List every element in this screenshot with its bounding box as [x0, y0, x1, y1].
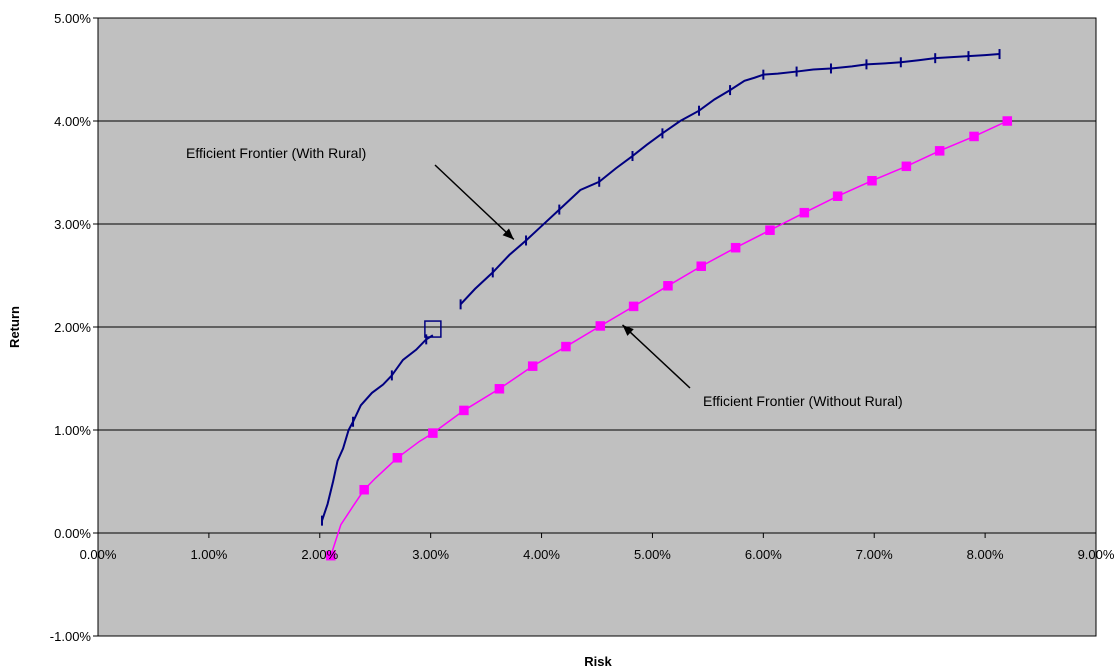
- y-tick-label: 2.00%: [54, 320, 91, 335]
- series-without-rural-marker: [628, 301, 639, 312]
- annotation-without-rural-label: Efficient Frontier (Without Rural): [703, 393, 903, 409]
- series-with-rural-highlight-marker: [424, 320, 442, 338]
- annotation-without-rural-arrow: [621, 324, 691, 389]
- series-without-rural-marker: [799, 207, 810, 218]
- x-tick-label: 5.00%: [634, 547, 671, 562]
- x-tick-label: 2.00%: [301, 547, 338, 562]
- annotation-with-rural-arrow: [434, 164, 515, 240]
- series-without-rural-marker: [527, 361, 538, 371]
- annotation-without-rural-arrow-head: [622, 324, 634, 336]
- x-tick-label: 9.00%: [1078, 547, 1115, 562]
- series-with-rural-line: [321, 334, 434, 521]
- y-tick-label: 4.00%: [54, 114, 91, 129]
- series-without-rural-marker: [459, 405, 469, 416]
- x-tick-label: 6.00%: [745, 547, 782, 562]
- series-without-rural-marker: [934, 146, 945, 156]
- series-without-rural-marker: [730, 242, 741, 253]
- x-axis-title: Risk: [584, 654, 612, 669]
- series-without-rural-marker: [326, 550, 336, 561]
- annotation-with-rural-arrow-head: [502, 228, 514, 240]
- x-tick-label: 3.00%: [412, 547, 449, 562]
- series-without-rural-marker: [867, 175, 877, 186]
- series-without-rural-marker: [428, 428, 438, 438]
- x-tick-label: 8.00%: [967, 547, 1004, 562]
- series-with-rural-line: [459, 53, 1000, 306]
- x-tick-label: 7.00%: [856, 547, 893, 562]
- annotations-layer: Efficient Frontier (With Rural) Efficient…: [186, 145, 903, 409]
- y-tick-label: 5.00%: [54, 11, 91, 26]
- x-tick-label: 0.00%: [80, 547, 117, 562]
- series-without-rural-marker: [832, 191, 843, 201]
- y-axis-tick-labels: -1.00% 0.00% 1.00% 2.00% 3.00% 4.00% 5.00%: [50, 11, 92, 644]
- series-without-rural-marker: [901, 161, 912, 172]
- x-axis-tick-labels: 0.00% 1.00% 2.00% 3.00% 4.00% 5.00% 6.00% 7.00%…: [80, 547, 1115, 562]
- x-tick-label: 4.00%: [523, 547, 560, 562]
- series-without-rural-marker: [494, 384, 505, 394]
- series-without-rural-marker: [765, 225, 775, 235]
- annotation-with-rural-label: Efficient Frontier (With Rural): [186, 145, 366, 161]
- y-axis-title: Return: [7, 306, 22, 348]
- series-layer: [320, 49, 1013, 561]
- series-without-rural-marker: [359, 484, 369, 495]
- y-tick-label: -1.00%: [50, 629, 92, 644]
- series-without-rural-marker: [1002, 116, 1013, 126]
- series-without-rural-marker: [561, 341, 571, 352]
- x-tick-label: 1.00%: [190, 547, 227, 562]
- series-without-rural-marker: [696, 261, 706, 271]
- y-tick-label: 0.00%: [54, 526, 91, 541]
- series-without-rural-marker: [595, 321, 606, 331]
- series-without-rural-marker: [969, 131, 979, 142]
- series-without-rural-marker: [663, 281, 673, 291]
- y-tick-label: 1.00%: [54, 423, 91, 438]
- y-tick-label: 3.00%: [54, 217, 91, 232]
- series-without-rural-marker: [392, 453, 403, 463]
